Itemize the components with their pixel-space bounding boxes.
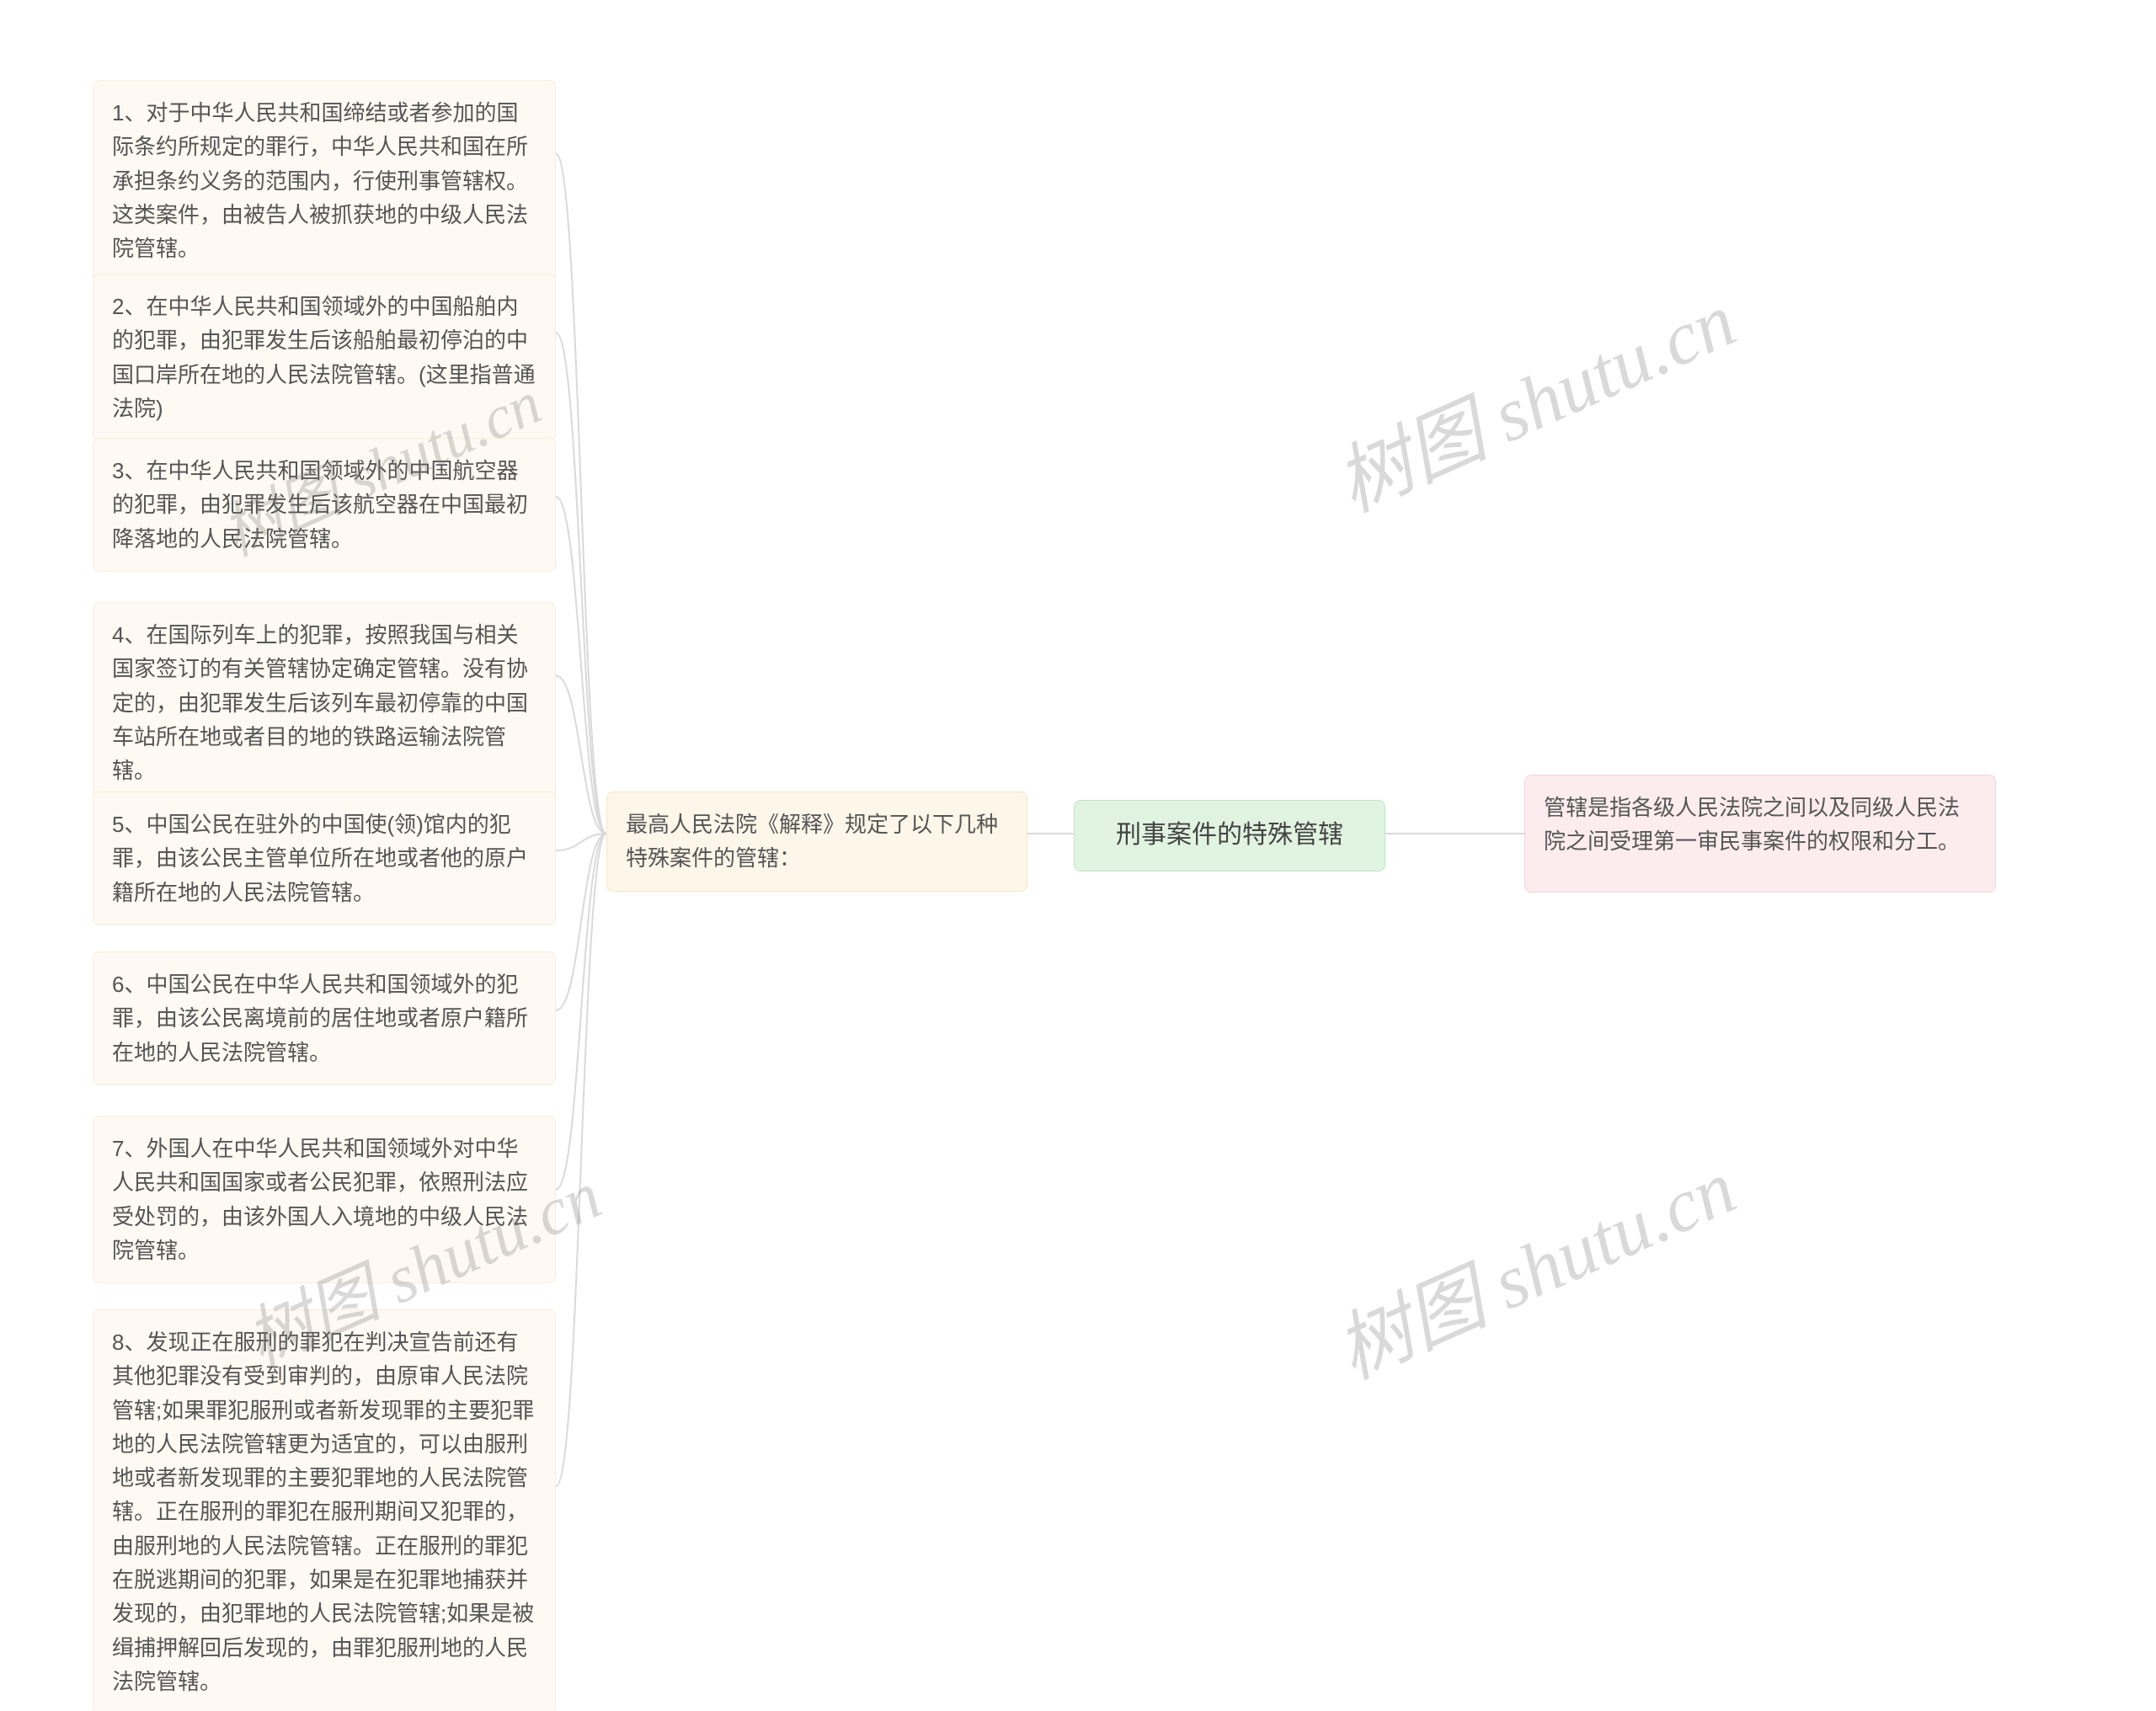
item-node-1: 1、对于中华人民共和国缔结或者参加的国际条约所规定的罪行，中华人民共和国在所承担… bbox=[93, 80, 556, 281]
item-node-3: 3、在中华人民共和国领域外的中国航空器的犯罪，由犯罪发生后该航空器在中国最初降落… bbox=[93, 438, 556, 572]
item-node-8: 8、发现正在服刑的罪犯在判决宣告前还有其他犯罪没有受到审判的，由原审人民法院管辖… bbox=[93, 1309, 556, 1711]
watermark-4: 树图 shutu.cn bbox=[1316, 1127, 1749, 1399]
center-node: 刑事案件的特殊管辖 bbox=[1074, 800, 1385, 871]
item-node-6: 6、中国公民在中华人民共和国领域外的犯罪，由该公民离境前的居住地或者原户籍所在地… bbox=[93, 951, 556, 1085]
item-node-7: 7、外国人在中华人民共和国领域外对中华人民共和国国家或者公民犯罪，依照刑法应受处… bbox=[93, 1116, 556, 1283]
item-node-4: 4、在国际列车上的犯罪，按照我国与相关国家签订的有关管辖协定确定管辖。没有协定的… bbox=[93, 602, 556, 803]
item-node-2: 2、在中华人民共和国领域外的中国船舶内的犯罪，由犯罪发生后该船舶最初停泊的中国口… bbox=[93, 274, 556, 441]
item-node-5: 5、中国公民在驻外的中国使(领)馆内的犯罪，由该公民主管单位所在地或者他的原户籍… bbox=[93, 792, 556, 925]
left-parent-node: 最高人民法院《解释》规定了以下几种特殊案件的管辖： bbox=[606, 792, 1027, 892]
right-node: 管辖是指各级人民法院之间以及同级人民法院之间受理第一审民事案件的权限和分工。 bbox=[1524, 775, 1996, 893]
watermark-2: 树图 shutu.cn bbox=[1316, 259, 1749, 532]
